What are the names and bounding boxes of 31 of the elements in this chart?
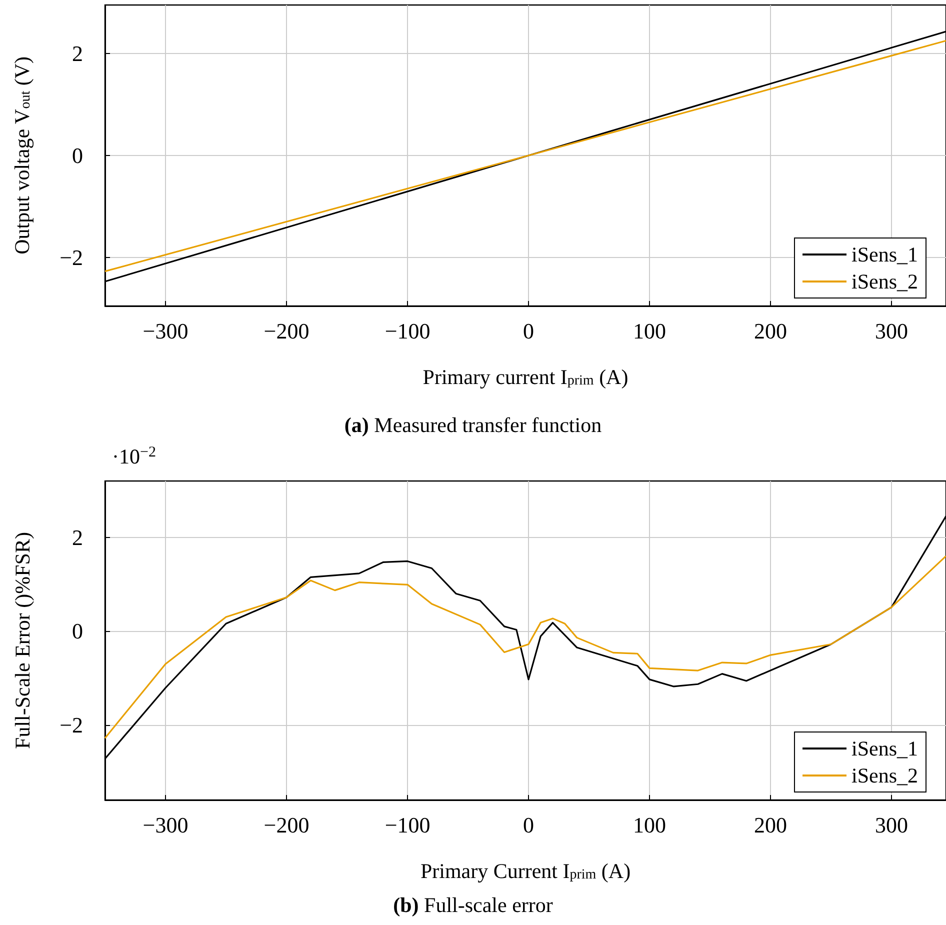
- x-tick-label: −300: [142, 318, 188, 344]
- x-tick-label: −200: [264, 318, 310, 344]
- x-axis-title: Primary Current Iprim (A): [420, 859, 631, 883]
- y-tick-label: −2: [60, 712, 83, 738]
- legend-label: iSens_1: [851, 736, 918, 760]
- y-axis-title: Full-Scale Error ()%FSR): [10, 532, 34, 749]
- legend-label: iSens_1: [851, 242, 918, 266]
- y-tick-label: 2: [72, 40, 83, 66]
- x-tick-label: −300: [142, 812, 188, 838]
- y-tick-label: 2: [72, 524, 83, 550]
- y-tick-label: −2: [60, 245, 83, 270]
- x-tick-label: 100: [633, 318, 666, 344]
- text: (b) Full-scale error: [392, 893, 554, 918]
- x-axis-title: Primary current Iprim (A): [422, 365, 628, 389]
- legend-label: iSens_2: [851, 270, 918, 294]
- x-tick-label: −100: [384, 812, 430, 838]
- y-tick-label: 0: [72, 143, 83, 168]
- text: (a) Measured transfer function: [343, 413, 603, 438]
- x-tick-label: 200: [754, 318, 788, 344]
- x-tick-label: 0: [523, 318, 534, 344]
- x-tick-label: −100: [384, 318, 430, 344]
- legend-label: iSens_2: [851, 764, 918, 788]
- x-tick-label: 300: [875, 812, 908, 838]
- line-series: [104, 555, 946, 739]
- y-axis-title: Output voltage Vout (V): [10, 56, 34, 254]
- x-tick-label: 100: [633, 812, 666, 838]
- x-tick-label: 0: [523, 812, 534, 838]
- x-tick-label: 300: [875, 318, 908, 344]
- y-tick-label: 0: [72, 618, 83, 644]
- x-tick-label: 200: [754, 812, 788, 838]
- x-tick-label: −200: [264, 812, 310, 838]
